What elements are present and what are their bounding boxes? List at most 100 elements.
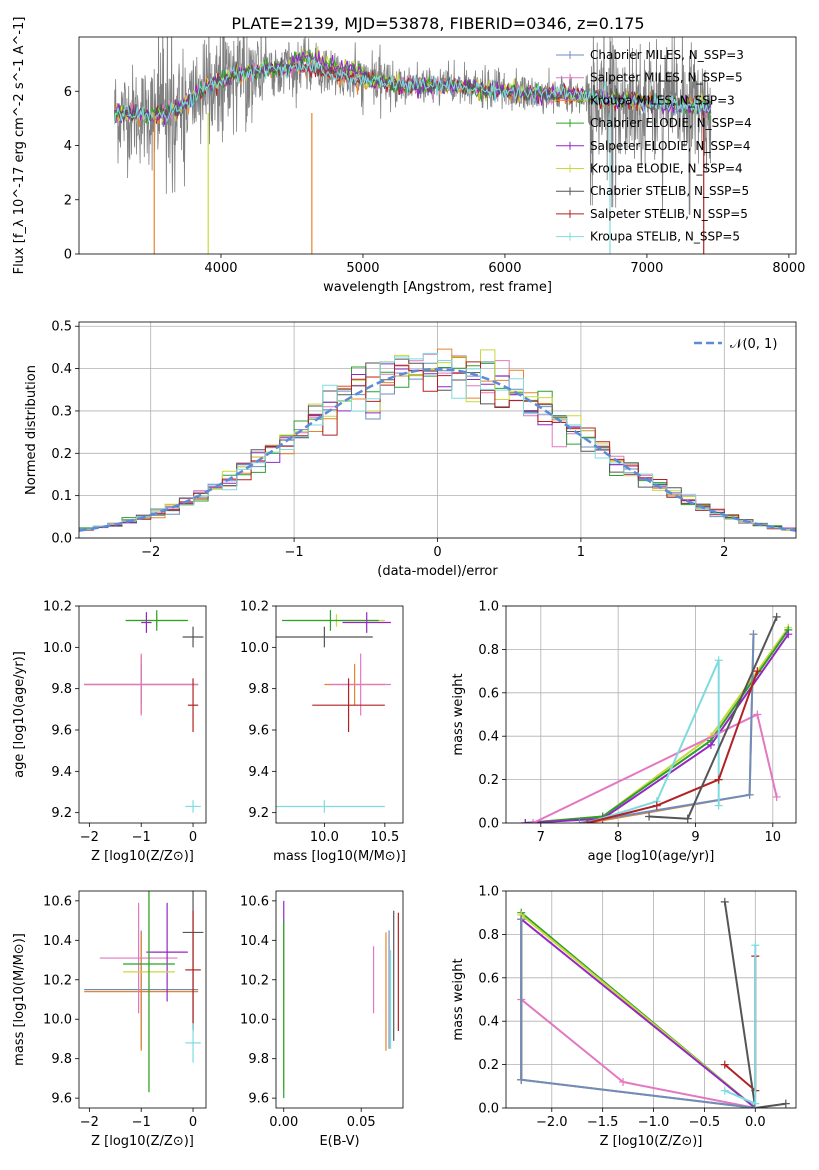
x-tick-label: 0.0 [745, 1115, 766, 1130]
weight-marker-chabrier_stelib [645, 812, 654, 821]
mass_weight_vs_age-series [521, 612, 793, 823]
y-tick-label: 9.8 [248, 1052, 269, 1067]
y-tick-label: 0.0 [51, 532, 72, 547]
y-tick-label: 9.8 [51, 682, 72, 697]
weight-marker-salpeter_stelib [652, 801, 661, 810]
y-tick-label: 9.8 [51, 1052, 72, 1067]
x-tick-label: 4000 [204, 261, 237, 276]
weight-line-salpeter_elodie [520, 917, 756, 1108]
x-tick-label: −1.0 [638, 1115, 670, 1130]
x-axis-label: (data-model)/error [377, 564, 498, 579]
weight-marker-salpeter_miles [753, 710, 762, 719]
y-tick-label: 10.0 [240, 1013, 269, 1028]
y-tick-label: 2 [64, 193, 72, 208]
weight-marker-chabrier_miles [517, 915, 526, 924]
weight-marker-chabrier_stelib [772, 612, 781, 621]
x-tick-label: −1.5 [587, 1115, 619, 1130]
y-tick-label: 0.3 [51, 404, 72, 419]
legend-label-kroupa_miles: Kroupa MILES, N_SSP=3 [590, 93, 735, 107]
x-tick-label: 0.00 [269, 1115, 298, 1130]
y-tick-label: 0.6 [478, 686, 499, 701]
y-tick-label: 9.4 [51, 765, 72, 780]
y-axis-label: mass [log10(M/M⊙)] [12, 933, 27, 1066]
weight-line-kroupa_stelib [586, 659, 720, 823]
x-tick-label: 0 [189, 1115, 197, 1130]
figure-title: PLATE=2139, MJD=53878, FIBERID=0346, z=0… [231, 14, 644, 33]
y-tick-label: 0.0 [478, 817, 499, 832]
y-tick-label: 0.0 [478, 1102, 499, 1117]
weight-marker-kroupa_stelib [714, 656, 723, 665]
y-tick-label: 1.0 [478, 885, 499, 900]
weight-marker-chabrier_miles [749, 630, 758, 639]
weight-marker-kroupa_stelib [751, 1099, 760, 1108]
x-axis-label: Z [log10(Z/Z⊙)] [91, 849, 194, 864]
mass_weight_vs_age-panel: 7 8 9 10 0.0 0.2 0.4 0.6 0.8 1.0 age [log10(age/yr… [451, 600, 797, 864]
legend-label-kroupa_stelib: Kroupa STELIB, N_SSP=5 [590, 230, 740, 244]
y-tick-label: 0.2 [51, 447, 72, 462]
y-axis-label: Normed distribution [24, 365, 39, 495]
weight-line-salpeter_stelib [586, 670, 759, 823]
legend-label-chabrier_miles: Chabrier MILES, N_SSP=3 [590, 48, 744, 62]
y-tick-label: 0.1 [51, 489, 72, 504]
weight-marker-chabrier_stelib [720, 897, 729, 906]
y-tick-label: 9.2 [248, 806, 269, 821]
x-tick-label: −2 [80, 830, 99, 845]
x-tick-label: 0 [189, 830, 197, 845]
x-tick-label: 5000 [346, 261, 379, 276]
residual-histogram-salpeter_stelib [79, 361, 796, 531]
age_vs_mass-panel: 10.0 10.5 9.2 9.4 9.6 9.8 10.0 10.2 mass [log10(… [240, 600, 406, 865]
y-tick-label: 0.5 [51, 320, 72, 335]
weight-line-chabrier_elodie [525, 629, 790, 823]
weight-marker-salpeter_elodie [784, 630, 793, 639]
x-axis-label: Z [log10(Z/Z⊙)] [91, 1134, 194, 1149]
x-tick-label: −2 [80, 1115, 99, 1130]
weight-marker-chabrier_stelib [683, 814, 692, 823]
age_vs_Z-panel: −2 −1 0 9.2 9.4 9.6 9.8 10.0 10.2 Z [log10(Z/Z⊙)]… [12, 600, 207, 864]
x-tick-label: −2.0 [536, 1115, 568, 1130]
x-tick-label: 10 [765, 830, 782, 845]
weight-marker-salpeter_stelib [714, 775, 723, 784]
weight-marker-salpeter_elodie [706, 740, 715, 749]
y-tick-label: 10.6 [240, 894, 269, 909]
weight-line-salpeter_elodie [525, 633, 790, 823]
axes-frame [275, 605, 404, 824]
y-tick-label: 10.0 [240, 641, 269, 656]
residual-histograms [79, 348, 796, 532]
y-tick-label: 0.6 [478, 971, 499, 986]
weight-marker-kroupa_stelib [720, 1086, 729, 1095]
observed-spectrum-line [114, 37, 712, 215]
residuals-panel: −2 −1 0 1 2 0.0 0.1 0.2 0.3 0.4 0.5 (data-model)/er… [24, 320, 797, 579]
x-axis-label: Z [log10(Z/Z⊙)] [600, 1134, 703, 1149]
x-tick-label: 8000 [772, 261, 805, 276]
mass_vs_ebv-points [283, 900, 399, 1099]
x-tick-label: 10.5 [370, 830, 399, 845]
y-tick-label: 10.4 [43, 934, 72, 949]
y-tick-label: 0.4 [478, 1015, 499, 1030]
y-axis-label: age [log10(age/yr)] [12, 651, 27, 778]
x-axis-label: E(B-V) [319, 1134, 359, 1149]
weight-marker-chabrier_miles [575, 819, 584, 823]
spectrum-panel: 4000 5000 6000 7000 8000 0 2 4 6 wavelength [Angs… [12, 17, 805, 295]
x-axis-label: wavelength [Angstrom, rest frame] [323, 280, 552, 295]
weight-marker-salpeter_elodie [521, 819, 530, 823]
x-tick-label: −1 [132, 1115, 151, 1130]
y-tick-label: 9.6 [51, 724, 72, 739]
age_vs_Z-points [84, 610, 204, 813]
axes-frame [78, 321, 797, 539]
y-tick-label: 6 [64, 85, 72, 100]
weight-line-salpeter_miles [520, 998, 756, 1108]
y-tick-label: 10.4 [240, 934, 269, 949]
y-tick-label: 10.2 [43, 973, 72, 988]
weight-marker-salpeter_stelib [753, 667, 762, 676]
x-tick-label: 1 [577, 545, 585, 560]
mass_vs_Z-panel: −2 −1 0 9.6 9.8 10.0 10.2 10.4 10.6 Z [log10(Z/Z⊙… [12, 890, 207, 1149]
x-tick-label: −1 [132, 830, 151, 845]
y-axis-label: mass weight [451, 958, 466, 1040]
x-tick-label: 7000 [630, 261, 663, 276]
y-tick-label: 0.2 [478, 773, 499, 788]
axes-frame [505, 890, 797, 1109]
y-tick-label: 9.4 [248, 765, 269, 780]
y-tick-label: 0.2 [478, 1058, 499, 1073]
weight-line-chabrier_stelib [723, 901, 786, 1108]
